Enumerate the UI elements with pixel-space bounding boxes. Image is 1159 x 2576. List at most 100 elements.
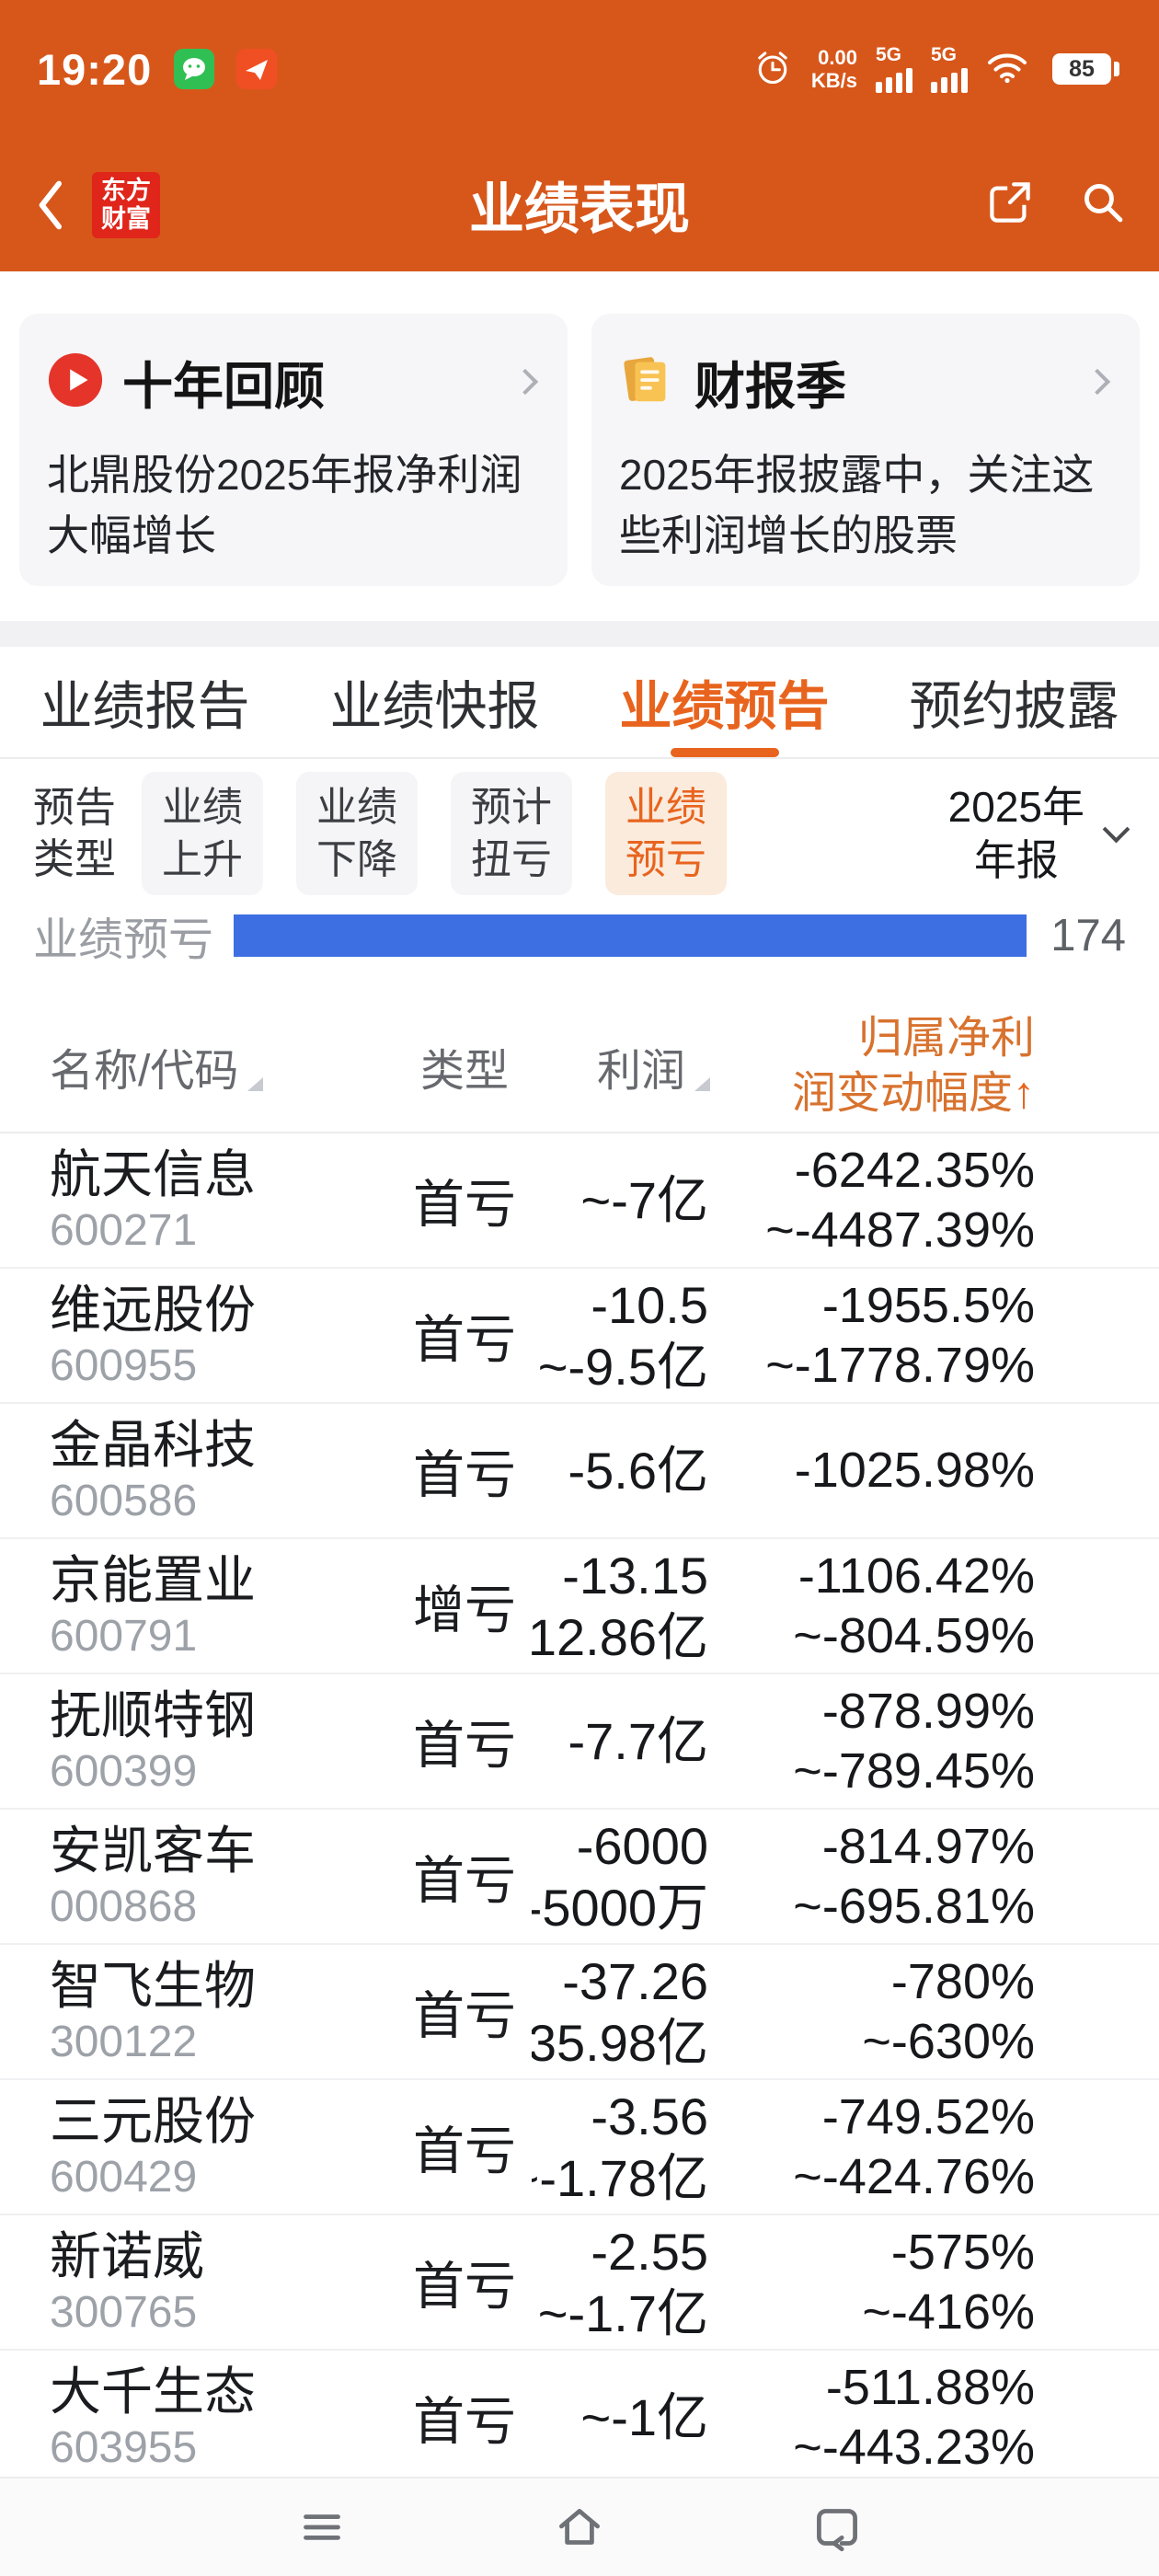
- change-line: ~-630%: [862, 2013, 1035, 2069]
- stock-code: 000868: [50, 1881, 198, 1931]
- filter-chip[interactable]: 业绩 预亏: [605, 772, 728, 895]
- home-button[interactable]: [534, 2497, 625, 2558]
- network-type-label: 5G: [876, 44, 902, 65]
- period-text: 2025年 年报: [948, 780, 1084, 887]
- back-nav-button[interactable]: [791, 2497, 883, 2558]
- table-row[interactable]: 新诺威 300765 首亏 -2.55 ~-1.7亿 -575% ~-416%: [0, 2215, 1159, 2351]
- chevron-down-icon: [1102, 815, 1130, 843]
- forecast-type: 首亏: [413, 2392, 516, 2450]
- filter-label-line2: 类型: [33, 835, 117, 882]
- profit-line: ~-1.78亿: [532, 2148, 708, 2207]
- stock-name: 航天信息: [50, 1144, 256, 1203]
- promo-card-ten-year[interactable]: 十年回顾 北鼎股份2025年报净利润大幅增长: [19, 314, 568, 586]
- period-line2: 年报: [973, 836, 1059, 884]
- tab-4[interactable]: 预约披露: [869, 647, 1159, 757]
- back-button[interactable]: [31, 178, 88, 233]
- section-divider: [0, 621, 1159, 647]
- sort-icon: [694, 1076, 710, 1091]
- card-head: 财报季: [619, 345, 1112, 419]
- profit-cell: -6000~-5000万: [532, 1810, 708, 1943]
- profit-cell: -5.6亿: [532, 1404, 709, 1537]
- table-row[interactable]: 维远股份 600955 首亏 -10.5 ~-9.5亿 -1955.5% ~-177…: [0, 1269, 1159, 1404]
- profit-line: ~-5000万: [532, 1878, 708, 1937]
- signal-sim2: 5G: [931, 45, 968, 93]
- profit-line: ~-12.86亿: [532, 1607, 708, 1666]
- bar-fill: [234, 914, 1027, 957]
- header-profit[interactable]: 利润: [515, 1034, 710, 1098]
- profit-line: ~-35.98亿: [532, 2013, 708, 2072]
- change-line: -6242.35%: [794, 1142, 1035, 1198]
- app-bar-actions: [984, 177, 1128, 233]
- card-desc: 2025年报披露中，关注这些利润增长的股票: [619, 451, 1095, 559]
- sort-up-arrow-icon: ↑: [1013, 1068, 1035, 1118]
- tab-2[interactable]: 业绩快报: [290, 647, 580, 757]
- net-profit-change-cell: -511.88% ~-443.23%: [727, 2351, 1035, 2484]
- profit-line: ~-9.5亿: [537, 1337, 708, 1396]
- chip-label-line1: 业绩: [162, 785, 244, 830]
- network-speed: 0.00 KB/s: [811, 46, 857, 92]
- profit-cell: ~-7亿: [532, 1133, 709, 1267]
- alarm-icon: [752, 47, 793, 92]
- table-row[interactable]: 京能置业 600791 增亏 -13.15~-12.86亿 -1106.42%~…: [0, 1539, 1159, 1674]
- menu-icon: [304, 2514, 340, 2540]
- table-row[interactable]: 抚顺特钢 600399 首亏 -7.7亿 -878.99% ~-789.45%: [0, 1674, 1159, 1810]
- change-line: ~-416%: [862, 2283, 1035, 2340]
- chevron-right-icon: [511, 368, 539, 396]
- tab-label: 业绩报告: [40, 677, 250, 736]
- filter-bar: 预告 类型 业绩 上升 业绩 下降 预计 扭亏 业绩 预亏 2025年 年报: [0, 759, 1159, 908]
- name-code-cell: 安凯客车 000868: [50, 1821, 256, 1933]
- tab-label: 业绩快报: [329, 677, 540, 736]
- table-row[interactable]: 金晶科技 600586 首亏 -5.6亿 -1025.98%: [0, 1404, 1159, 1539]
- change-line: -749.52%: [821, 2088, 1035, 2145]
- name-code-cell: 维远股份 600955: [50, 1280, 256, 1392]
- profit-line: ~-7亿: [580, 1171, 709, 1229]
- tab-3[interactable]: 业绩预告: [580, 647, 869, 757]
- period-selector[interactable]: 2025年 年报: [948, 780, 1130, 887]
- filter-type-label: 预告 类型: [33, 782, 116, 885]
- menu-button[interactable]: [276, 2497, 368, 2558]
- tab-underline: [670, 748, 779, 757]
- stock-table: 航天信息 600271 首亏 ~-7亿 -6242.35% ~-4487.39% …: [0, 1133, 1159, 2576]
- forecast-type: 首亏: [413, 1445, 516, 1503]
- net-profit-change-cell: -814.97% ~-695.81%: [727, 1810, 1035, 1943]
- battery-level: 85: [1069, 55, 1095, 82]
- chip-label-line2: 上升: [162, 837, 244, 882]
- header-name-code[interactable]: 名称/代码: [50, 1034, 264, 1098]
- header-net-profit-change[interactable]: 归属净利 润变动幅度↑: [792, 1011, 1035, 1121]
- filter-chip[interactable]: 业绩 下降: [296, 772, 419, 895]
- share-button[interactable]: [984, 177, 1036, 233]
- wechat-icon: [174, 49, 215, 89]
- report-icon: [619, 351, 676, 413]
- name-code-cell: 航天信息 600271: [50, 1144, 256, 1257]
- profit-line: -5.6亿: [568, 1442, 709, 1500]
- stock-code: 600429: [50, 2152, 198, 2202]
- name-code-cell: 金晶科技 600586: [50, 1415, 256, 1527]
- table-row[interactable]: 大千生态 603955 首亏 ~-1亿 -511.88% ~-443.23%: [0, 2351, 1159, 2486]
- search-button[interactable]: [1078, 178, 1128, 232]
- table-row[interactable]: 智飞生物 300122 首亏 -37.26~-35.98亿 -780%~-630…: [0, 1945, 1159, 2080]
- table-row[interactable]: 航天信息 600271 首亏 ~-7亿 -6242.35% ~-4487.39%: [0, 1133, 1159, 1269]
- stock-code: 300122: [50, 2017, 198, 2066]
- table-row[interactable]: 三元股份 600429 首亏 -3.56~-1.78亿 -749.52%~-42…: [0, 2080, 1159, 2215]
- play-icon: [47, 351, 104, 413]
- filter-chip[interactable]: 业绩 上升: [142, 772, 264, 895]
- promo-cards: 十年回顾 北鼎股份2025年报净利润大幅增长 财报季 2025年报披露中，关注这…: [0, 271, 1159, 621]
- bottom-nav: [0, 2477, 1159, 2576]
- table-row[interactable]: 安凯客车 000868 首亏 -6000~-5000万 -814.97%~-69…: [0, 1810, 1159, 1945]
- change-line: -780%: [890, 1953, 1035, 2009]
- name-code-cell: 抚顺特钢 600399: [50, 1685, 256, 1798]
- stock-code: 600955: [50, 1340, 198, 1390]
- change-line: -1955.5%: [821, 1277, 1035, 1333]
- change-line: ~-789.45%: [793, 1742, 1035, 1799]
- period-line1: 2025年: [947, 783, 1084, 831]
- promo-card-earnings-season[interactable]: 财报季 2025年报披露中，关注这些利润增长的股票: [591, 314, 1140, 586]
- net-profit-change-cell: -749.52% ~-424.76%: [727, 2080, 1035, 2214]
- tab-1[interactable]: 业绩报告: [0, 647, 290, 757]
- net-profit-change-cell: -780% ~-630%: [727, 1945, 1035, 2078]
- filter-label-line1: 预告: [33, 784, 117, 831]
- chip-label-line1: 业绩: [316, 785, 398, 830]
- change-line: ~-424.76%: [793, 2148, 1035, 2204]
- filter-chip[interactable]: 预计 扭亏: [451, 772, 573, 895]
- change-line: ~-1778.79%: [765, 1337, 1035, 1393]
- stock-name: 新诺威: [50, 2226, 204, 2285]
